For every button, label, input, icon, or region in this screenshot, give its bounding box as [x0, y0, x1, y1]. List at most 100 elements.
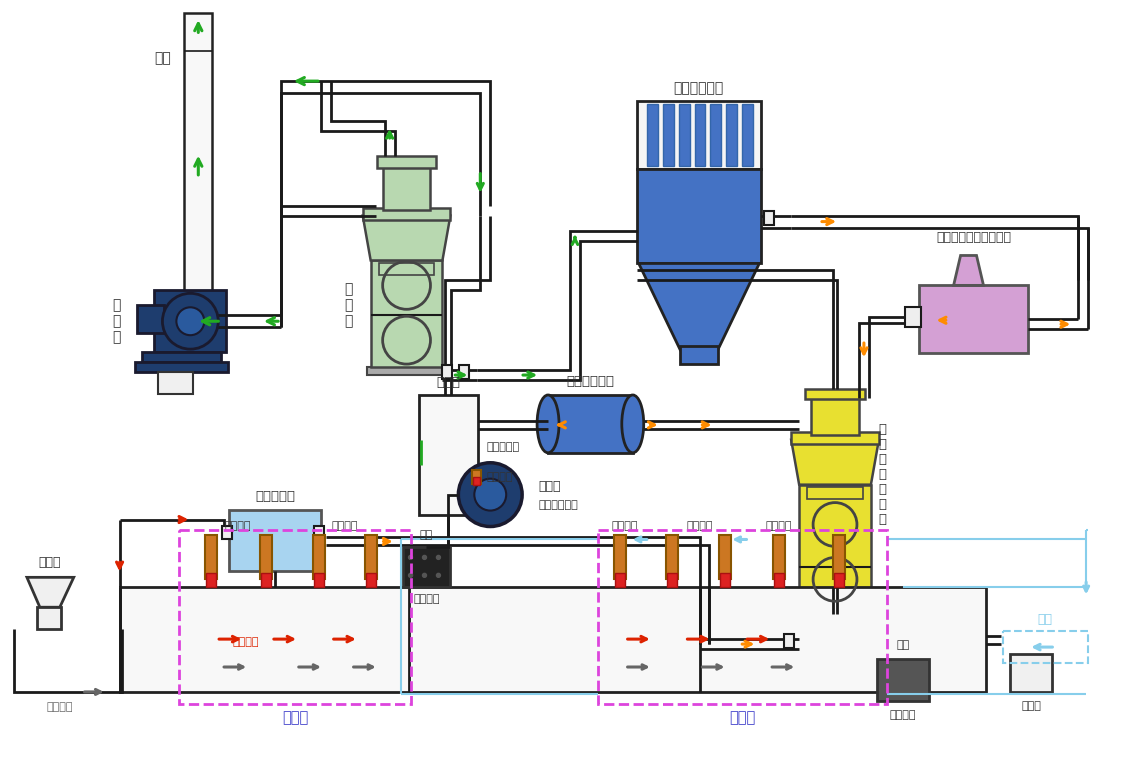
- Bar: [680, 346, 717, 364]
- Bar: [877, 659, 929, 701]
- Text: 二燃室: 二燃室: [437, 376, 461, 388]
- Bar: [443, 365, 453, 379]
- Bar: [721, 573, 731, 587]
- Bar: [260, 536, 272, 580]
- Text: 进料口: 进料口: [38, 556, 61, 569]
- Bar: [222, 526, 232, 540]
- Text: 除
酸
塔: 除 酸 塔: [345, 282, 352, 329]
- Bar: [367, 367, 446, 375]
- Bar: [185, 13, 213, 307]
- Bar: [774, 536, 785, 580]
- Bar: [834, 573, 844, 587]
- Text: 补风机: 补风机: [538, 480, 561, 493]
- Bar: [614, 536, 626, 580]
- Text: 余热回收装置: 余热回收装置: [566, 375, 614, 387]
- Bar: [807, 487, 863, 498]
- Bar: [378, 263, 435, 276]
- Bar: [636, 101, 761, 169]
- Bar: [136, 305, 164, 333]
- Text: 友炭出口: 友炭出口: [890, 710, 917, 720]
- Bar: [314, 526, 324, 540]
- Bar: [419, 395, 479, 515]
- Bar: [679, 104, 689, 166]
- Bar: [134, 362, 229, 372]
- Bar: [667, 573, 677, 587]
- Bar: [313, 536, 324, 580]
- Text: 气体方向: 气体方向: [233, 637, 259, 647]
- Circle shape: [437, 555, 440, 559]
- Bar: [726, 104, 738, 166]
- Text: 喷活性炭、消石灰装置: 喷活性炭、消石灰装置: [936, 231, 1011, 244]
- Bar: [636, 169, 761, 263]
- Bar: [665, 536, 678, 580]
- Bar: [403, 547, 450, 587]
- Circle shape: [474, 479, 507, 511]
- Bar: [919, 285, 1028, 353]
- Text: 空气: 空气: [1038, 612, 1053, 626]
- Circle shape: [409, 573, 412, 577]
- Bar: [711, 104, 722, 166]
- Circle shape: [409, 555, 412, 559]
- Circle shape: [162, 294, 218, 349]
- Bar: [370, 261, 443, 367]
- Bar: [784, 634, 794, 648]
- Bar: [377, 156, 437, 168]
- Text: 干燥区: 干燥区: [282, 711, 309, 726]
- Text: 控制阀: 控制阀: [1021, 701, 1042, 711]
- Bar: [205, 536, 217, 580]
- Bar: [794, 599, 876, 614]
- Bar: [775, 573, 784, 587]
- Bar: [720, 536, 732, 580]
- Circle shape: [422, 573, 427, 577]
- Text: 等离子枪: 等离子枪: [486, 472, 512, 482]
- Bar: [805, 389, 865, 399]
- Text: 引
风
机: 引 风 机: [113, 298, 120, 344]
- Bar: [662, 104, 673, 166]
- Bar: [615, 573, 625, 587]
- Bar: [119, 587, 986, 692]
- Circle shape: [177, 307, 204, 335]
- Bar: [314, 573, 324, 587]
- Circle shape: [437, 573, 440, 577]
- Text: 友炭: 友炭: [896, 640, 910, 650]
- Bar: [230, 509, 321, 572]
- Text: 排放: 排放: [154, 52, 171, 65]
- Polygon shape: [27, 577, 73, 607]
- Text: 友炭出口: 友炭出口: [413, 594, 440, 604]
- Bar: [206, 573, 216, 587]
- Bar: [365, 536, 377, 580]
- Polygon shape: [363, 216, 450, 261]
- Ellipse shape: [537, 395, 558, 453]
- Bar: [646, 104, 658, 166]
- Text: 等离子枪: 等离子枪: [611, 520, 638, 530]
- Bar: [154, 291, 226, 352]
- Bar: [1010, 654, 1053, 692]
- Bar: [742, 104, 753, 166]
- Polygon shape: [954, 255, 983, 285]
- Bar: [833, 536, 844, 580]
- Bar: [366, 573, 376, 587]
- Text: 温度传感器: 温度传感器: [486, 442, 519, 451]
- Bar: [765, 211, 775, 225]
- Polygon shape: [792, 440, 879, 485]
- Text: 布袋除尘装置: 布袋除尘装置: [673, 81, 724, 95]
- Text: 等离子枪: 等离子枪: [686, 520, 713, 530]
- Text: 滤水、冷凝: 滤水、冷凝: [254, 490, 295, 503]
- Ellipse shape: [622, 395, 644, 453]
- Bar: [383, 164, 430, 209]
- Bar: [142, 352, 221, 362]
- Bar: [37, 607, 61, 629]
- Bar: [799, 485, 870, 599]
- Polygon shape: [638, 263, 759, 350]
- Bar: [363, 208, 450, 219]
- Text: 焚烧区: 焚烧区: [730, 711, 756, 726]
- Text: 等离子枪: 等离子枪: [331, 520, 358, 530]
- Bar: [905, 307, 921, 327]
- Text: 友炭: 友炭: [420, 530, 434, 540]
- Bar: [695, 104, 706, 166]
- Bar: [261, 573, 271, 587]
- Bar: [548, 395, 633, 453]
- Text: 等离子枪: 等离子枪: [225, 520, 251, 530]
- Circle shape: [422, 555, 427, 559]
- Bar: [459, 365, 470, 379]
